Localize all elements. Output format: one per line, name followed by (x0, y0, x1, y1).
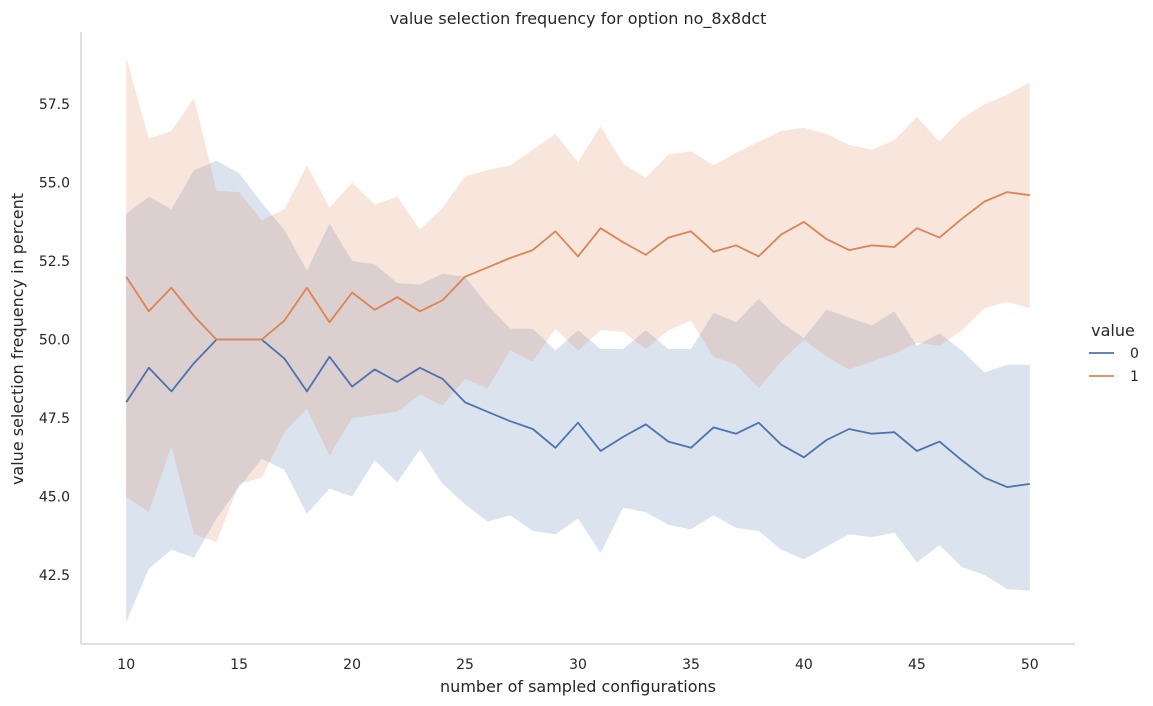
x-tick-label: 30 (569, 657, 587, 673)
series-line-1 (125, 191, 1030, 341)
chart-title: value selection frequency for option no_… (390, 9, 767, 29)
confidence-band-1 (126, 57, 1030, 542)
x-tick-label: 10 (117, 657, 135, 673)
y-tick-label: 42.5 (39, 568, 70, 584)
series-line-0 (125, 338, 1030, 489)
y-tick-label: 45.0 (39, 490, 70, 506)
x-axis-label: number of sampled configurations (440, 677, 716, 696)
x-tick-label: 40 (795, 657, 813, 673)
legend-label-1: 1 (1130, 369, 1139, 385)
confidence-band-0 (126, 160, 1030, 622)
x-tick-label: 25 (456, 657, 474, 673)
y-tick-label: 55.0 (39, 176, 70, 192)
y-axis-label: value selection frequency in percent (8, 193, 27, 485)
y-tick-label: 57.5 (39, 97, 70, 113)
x-tick-label: 15 (230, 657, 248, 673)
legend: value 0 1 (1089, 321, 1139, 385)
x-tick-label: 45 (908, 657, 926, 673)
x-tick-label: 20 (343, 657, 361, 673)
y-tick-label: 47.5 (39, 411, 70, 427)
confidence-bands (126, 57, 1030, 622)
legend-title: value (1091, 321, 1135, 340)
legend-label-0: 0 (1130, 346, 1139, 362)
x-tick-labels: 10 15 20 25 30 35 40 45 50 (117, 657, 1038, 673)
x-tick-label: 35 (682, 657, 700, 673)
y-tick-label: 52.5 (39, 254, 70, 270)
y-tick-label: 50.0 (39, 333, 70, 349)
x-tick-label: 50 (1021, 657, 1039, 673)
y-tick-labels: 42.5 45.0 47.5 50.0 52.5 55.0 57.5 (39, 97, 70, 584)
series-lines (125, 191, 1030, 489)
